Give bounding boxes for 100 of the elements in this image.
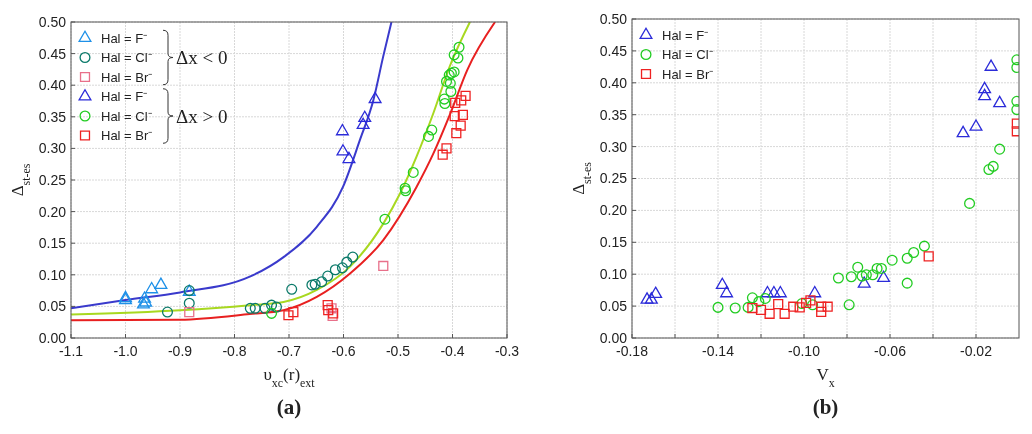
- point: [773, 299, 784, 310]
- x-axis-title: υ$_{xc}$(r)$_{ext}$: [263, 365, 316, 390]
- point: [796, 298, 808, 310]
- point: [856, 270, 868, 282]
- point: [270, 301, 282, 313]
- point: [451, 128, 462, 139]
- point: [452, 52, 464, 64]
- y-tick-label: 0.35: [38, 108, 67, 125]
- point: [886, 254, 898, 266]
- x-tick-label: -0.9: [167, 343, 193, 359]
- point: [978, 81, 992, 94]
- point: [822, 301, 833, 312]
- x-tick-label: -0.5: [385, 343, 411, 359]
- x-tick-label: -0.10: [788, 343, 821, 359]
- point: [871, 262, 883, 274]
- y-tick-label: 0.00: [38, 329, 67, 346]
- x-tick-label: -0.14: [702, 343, 735, 359]
- point: [644, 292, 658, 304]
- legend-label: Hal = Br⁻: [101, 128, 153, 144]
- point: [184, 306, 195, 318]
- x-tick-label: -0.3: [494, 343, 520, 359]
- y-tick-label: 0.50: [599, 10, 628, 27]
- point: [805, 295, 816, 306]
- point: [347, 251, 359, 263]
- text: (b): [812, 395, 839, 419]
- point: [918, 240, 930, 252]
- point: [378, 260, 389, 272]
- y-tick-label: 0.05: [38, 298, 67, 315]
- point: [336, 144, 350, 156]
- legend-label: Hal = Cl⁻: [101, 108, 152, 124]
- point: [715, 277, 729, 290]
- x-tick-label: -0.7: [276, 343, 302, 359]
- point: [755, 304, 767, 316]
- y-tick-label: 0.10: [38, 266, 67, 283]
- text: (a): [276, 395, 302, 419]
- y-tick-label: 0.50: [38, 13, 67, 30]
- x-tick-label: -0.18: [616, 343, 649, 359]
- y-tick-label: 0.25: [38, 171, 67, 188]
- y-tick-label: 0.35: [599, 106, 628, 123]
- x-tick-label: -1.0: [113, 343, 138, 359]
- point: [449, 111, 460, 122]
- point: [640, 292, 654, 304]
- point: [335, 123, 349, 136]
- point: [440, 75, 453, 87]
- annotation: Δx < 0: [176, 47, 228, 69]
- x-tick-label: -0.06: [874, 343, 907, 359]
- point: [764, 308, 775, 319]
- point: [407, 166, 419, 178]
- point: [138, 291, 152, 303]
- point: [448, 49, 460, 61]
- y-tick-label: 0.40: [38, 77, 67, 94]
- point: [984, 59, 998, 71]
- point: [183, 297, 195, 309]
- point: [747, 302, 758, 314]
- point: [286, 283, 298, 295]
- point: [438, 93, 450, 105]
- point: [794, 302, 805, 313]
- point: [956, 125, 970, 138]
- point: [161, 306, 173, 318]
- point: [453, 41, 465, 53]
- point: [908, 246, 920, 259]
- point: [832, 272, 844, 284]
- legend-label: Hal = Br⁻: [662, 66, 714, 82]
- point: [964, 197, 976, 209]
- legend-label: Hal = F⁻: [101, 89, 148, 105]
- point: [994, 143, 1006, 155]
- point: [877, 270, 891, 283]
- point: [283, 310, 294, 321]
- point: [145, 281, 159, 294]
- point: [439, 98, 451, 110]
- point: [742, 301, 754, 313]
- point: [923, 251, 934, 262]
- point: [437, 149, 448, 160]
- point: [444, 77, 456, 89]
- point: [767, 285, 781, 298]
- y-tick-label: 0.20: [599, 202, 628, 219]
- point: [712, 301, 724, 313]
- point: [288, 306, 299, 318]
- x-tick-label: -0.02: [960, 343, 993, 359]
- point: [426, 124, 438, 136]
- y-tick-label: 0.15: [599, 234, 628, 251]
- y-tick-label: 0.45: [38, 45, 67, 62]
- point: [983, 164, 995, 176]
- x-tick-label: -1.1: [58, 343, 84, 359]
- y-tick-label: 0.15: [38, 235, 67, 252]
- point: [808, 285, 822, 298]
- point: [456, 95, 467, 106]
- y-tick-label: 0.10: [599, 266, 628, 283]
- point: [901, 252, 913, 264]
- point: [450, 97, 461, 109]
- point: [845, 271, 857, 283]
- point: [422, 130, 435, 142]
- point: [987, 160, 999, 172]
- point: [801, 297, 812, 309]
- point: [457, 109, 468, 121]
- point: [336, 262, 348, 274]
- point: [154, 277, 168, 289]
- point: [358, 110, 372, 123]
- x-tick-label: -0.4: [440, 343, 465, 359]
- point: [852, 261, 864, 273]
